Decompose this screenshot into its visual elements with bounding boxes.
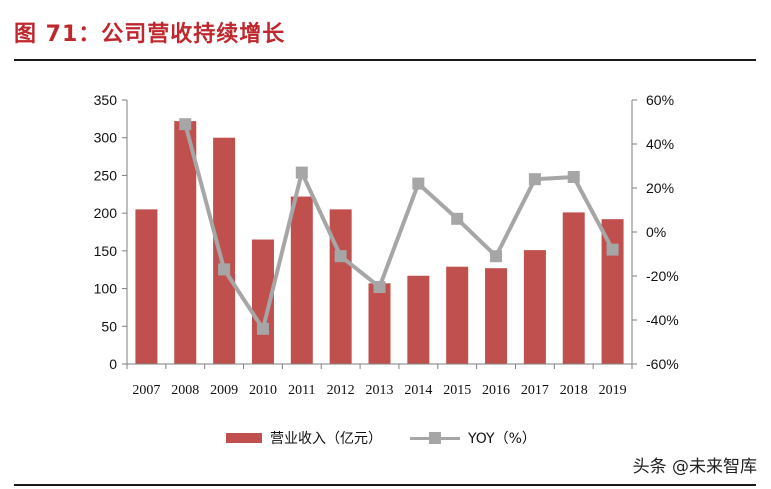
left-tick-label: 150 <box>94 243 118 259</box>
left-tick-label: 100 <box>94 281 118 297</box>
yoy-point-2008 <box>179 118 192 131</box>
x-tick-label-2018: 2018 <box>560 383 588 398</box>
bar-2017 <box>523 250 546 364</box>
figure-title: 图 71：公司营收持续增长 <box>14 22 286 47</box>
x-tick-label-2011: 2011 <box>288 383 315 398</box>
x-tick-label-2007: 2007 <box>132 383 160 398</box>
x-tick-label-2019: 2019 <box>599 383 627 398</box>
yoy-point-2011 <box>295 166 308 179</box>
left-tick-label: 0 <box>109 356 117 372</box>
axes-layer <box>122 99 637 369</box>
left-tick-label: 300 <box>94 130 118 146</box>
right-tick-label: 0% <box>646 224 666 240</box>
bar-2016 <box>485 268 508 364</box>
bar-2012 <box>329 209 352 364</box>
left-tick-label: 50 <box>101 318 117 334</box>
yoy-point-2010 <box>256 322 269 335</box>
legend-label-revenue: 营业收入（亿元） <box>270 431 382 447</box>
bottom-divider <box>14 484 756 486</box>
bar-2018 <box>562 212 585 364</box>
yoy-point-2009 <box>218 263 231 276</box>
x-tick-label-2014: 2014 <box>404 383 432 398</box>
bar-2013 <box>368 283 391 364</box>
legend-item-yoy: YOY（%） <box>410 428 536 448</box>
x-tick-label-2012: 2012 <box>327 383 355 398</box>
bar-2015 <box>446 266 469 364</box>
bar-2008 <box>174 121 197 365</box>
watermark: 头条 @未来智库 <box>632 457 757 477</box>
x-tick-label-2017: 2017 <box>521 383 549 398</box>
x-tick-label-2008: 2008 <box>171 383 199 398</box>
legend-label-yoy: YOY（%） <box>468 431 536 447</box>
right-tick-label: -20% <box>646 268 679 284</box>
yoy-point-2012 <box>334 250 347 263</box>
bar-2011 <box>290 196 313 364</box>
yoy-line <box>183 123 615 331</box>
x-tick-label-2015: 2015 <box>443 383 471 398</box>
left-tick-label: 250 <box>94 167 118 183</box>
right-tick-label: 20% <box>646 180 674 196</box>
bar-2007 <box>135 209 158 364</box>
x-tick-label-2010: 2010 <box>249 383 277 398</box>
left-tick-label: 200 <box>94 205 118 221</box>
top-divider <box>14 59 756 61</box>
bar-2014 <box>407 275 430 364</box>
yoy-point-2018 <box>567 171 580 183</box>
left-tick-label: 350 <box>94 92 118 108</box>
yoy-point-2017 <box>528 173 541 186</box>
legend-line-swatch <box>410 432 460 444</box>
legend-bar-swatch <box>226 433 262 443</box>
yoy-point-2013 <box>373 281 386 293</box>
line-layer <box>179 118 619 335</box>
yoy-point-2019 <box>606 243 619 256</box>
right-tick-label: -40% <box>646 312 679 328</box>
yoy-point-2016 <box>490 250 503 263</box>
right-tick-label: 40% <box>646 136 674 152</box>
bars-layer <box>135 121 624 365</box>
bar-2009 <box>213 137 236 364</box>
x-tick-label-2009: 2009 <box>210 383 238 398</box>
legend-item-revenue: 营业收入（亿元） <box>226 428 382 448</box>
yoy-point-2014 <box>412 177 425 190</box>
labels-layer: 0 50 100 150 200 250 300 350 -60% -40% -20% 0% 20% 40… <box>94 92 679 398</box>
legend: 营业收入（亿元） YOY（%） <box>226 428 564 448</box>
right-tick-label: -60% <box>646 356 679 372</box>
x-tick-label-2013: 2013 <box>366 383 394 398</box>
x-tick-label-2016: 2016 <box>482 383 510 398</box>
right-tick-label: 60% <box>646 92 674 108</box>
yoy-point-2015 <box>451 212 464 225</box>
bar-2019 <box>601 219 624 364</box>
combo-chart: 0 50 100 150 200 250 300 350 -60% -40% -20% 0% 20% 40… <box>94 92 679 398</box>
